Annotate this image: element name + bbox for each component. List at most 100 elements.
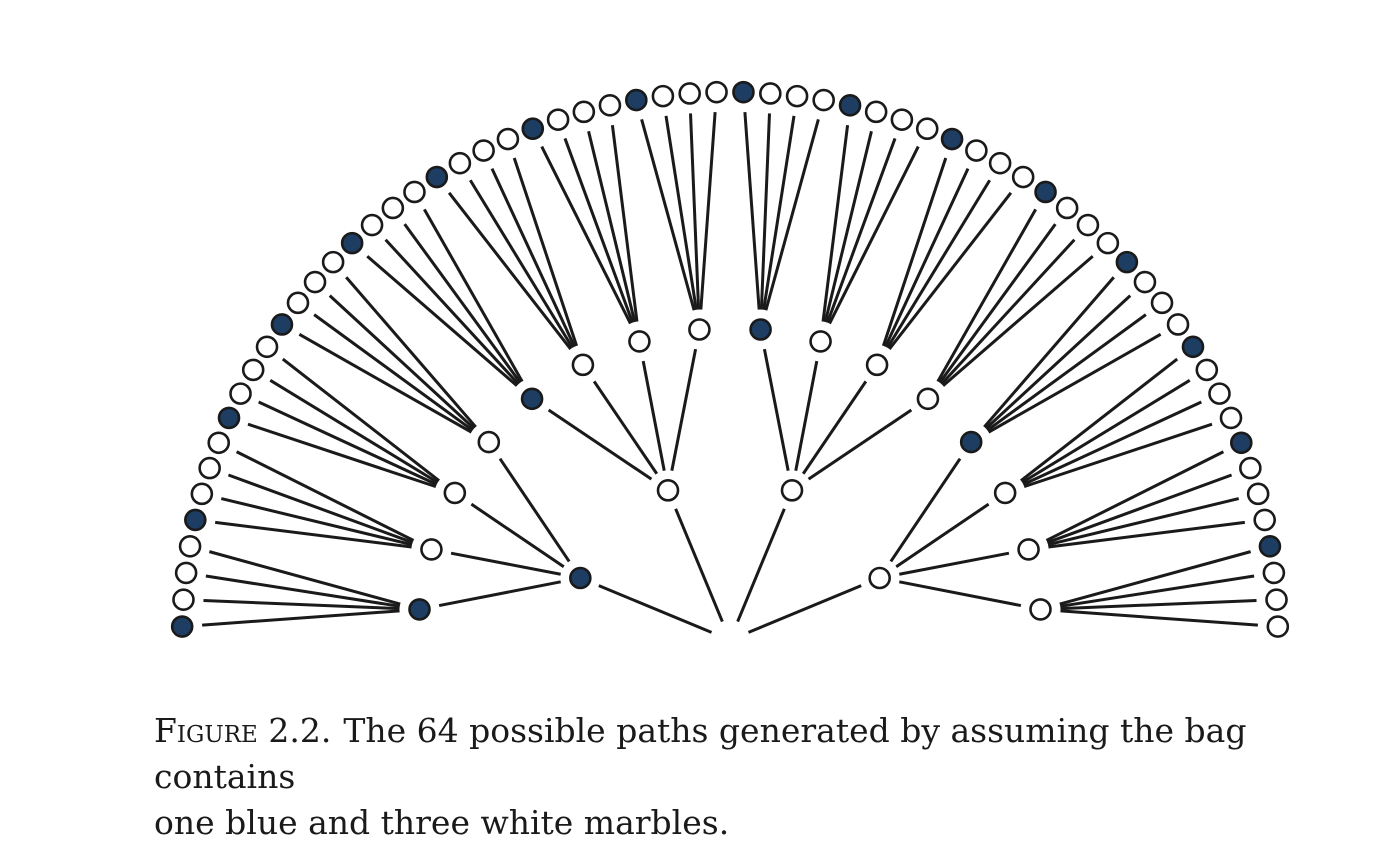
path-line-level-3	[1021, 379, 1191, 484]
path-line-level-2	[641, 360, 666, 471]
white-marble-node	[229, 382, 252, 405]
path-line-level-3	[940, 238, 1076, 386]
white-marble-node	[915, 117, 939, 141]
caption-line-1: The 64 possible paths generated by assum…	[154, 711, 1247, 796]
path-line-level-3	[235, 450, 415, 542]
white-marble-node	[656, 479, 680, 502]
path-line-level-1	[736, 508, 786, 623]
path-line-level-3	[1046, 473, 1233, 544]
path-line-level-3	[610, 124, 639, 322]
white-marble-node	[546, 108, 570, 131]
white-marble-node	[172, 588, 195, 611]
path-line-level-3	[512, 157, 579, 347]
path-line-level-2	[794, 360, 819, 471]
path-line-level-3	[1020, 357, 1179, 482]
white-marble-node	[1262, 561, 1286, 585]
blue-marble-node	[1181, 335, 1205, 359]
path-line-level-3	[938, 223, 1057, 384]
path-line-level-2	[899, 551, 1010, 576]
path-line-level-2	[801, 380, 868, 475]
white-marble-node	[286, 291, 310, 315]
path-line-level-3	[203, 599, 400, 611]
path-line-level-3	[664, 115, 698, 310]
white-marble-node	[890, 108, 914, 131]
path-line-level-3	[384, 238, 520, 386]
path-line-level-3	[269, 379, 439, 484]
path-line-level-3	[403, 223, 522, 384]
blue-marble-node	[940, 127, 964, 151]
path-line-level-2	[889, 457, 962, 563]
white-marble-node	[1029, 598, 1052, 621]
path-line-level-3	[983, 276, 1115, 428]
path-line-level-1	[598, 584, 713, 634]
garden-of-forking-paths-diagram	[170, 80, 1290, 638]
path-line-level-3	[764, 118, 820, 311]
white-marble-node	[1133, 270, 1157, 294]
path-line-level-2	[670, 348, 698, 471]
path-line-level-3	[563, 137, 634, 324]
blue-marble-node	[959, 430, 983, 454]
path-line-level-2	[762, 348, 790, 471]
path-line-level-2	[899, 580, 1022, 608]
white-marble-node	[1208, 382, 1231, 405]
path-line-level-3	[759, 113, 771, 310]
path-line-level-2	[547, 408, 653, 481]
path-line-level-3	[699, 112, 717, 310]
path-line-level-3	[743, 112, 761, 310]
white-marble-node	[420, 538, 443, 561]
blue-marble-node	[340, 231, 364, 255]
white-marble-node	[865, 353, 889, 377]
white-marble-node	[403, 180, 426, 204]
blue-marble-node	[569, 566, 592, 590]
path-line-level-3	[281, 357, 440, 482]
path-line-level-2	[470, 502, 565, 569]
white-marble-node	[190, 482, 214, 506]
path-line-level-3	[1048, 520, 1246, 549]
white-marble-node	[1239, 456, 1262, 480]
path-line-level-1	[747, 584, 862, 634]
path-line-level-3	[366, 255, 518, 387]
white-marble-node	[759, 82, 782, 105]
path-line-level-3	[821, 124, 850, 322]
white-marble-node	[178, 535, 202, 558]
path-line-level-3	[984, 294, 1132, 430]
white-marble-node	[1265, 588, 1288, 611]
path-line-level-3	[490, 168, 576, 348]
path-line-level-3	[1045, 450, 1225, 542]
path-line-level-2	[895, 502, 990, 569]
path-line-level-3	[313, 313, 474, 432]
path-line-level-3	[689, 113, 701, 310]
caption-line-2: one blue and three white marbles.	[154, 803, 730, 842]
path-line-level-3	[258, 400, 438, 486]
path-line-level-3	[1022, 400, 1202, 486]
path-line-level-3	[884, 168, 970, 348]
path-line-level-3	[881, 157, 948, 347]
path-line-level-3	[227, 473, 414, 544]
white-marble-node	[651, 84, 675, 108]
white-marble-node	[688, 318, 711, 341]
white-marble-node	[571, 353, 595, 377]
path-line-level-3	[345, 276, 477, 428]
path-line-level-3	[214, 520, 412, 549]
white-marble-node	[198, 456, 221, 480]
marble-nodes	[170, 80, 1290, 638]
white-marble-node	[572, 100, 596, 124]
white-marble-node	[1076, 213, 1100, 237]
path-line-level-3	[762, 115, 796, 310]
path-lines	[202, 112, 1258, 634]
white-marble-node	[1246, 482, 1270, 506]
white-marble-node	[360, 213, 384, 237]
path-line-level-2	[450, 551, 561, 576]
white-marble-node	[496, 127, 520, 151]
white-marble-node	[303, 270, 327, 294]
white-marble-node	[1266, 615, 1290, 638]
white-marble-node	[1150, 291, 1174, 315]
path-line-level-1	[674, 508, 724, 623]
path-line-level-3	[987, 333, 1162, 434]
blue-marble-node	[521, 117, 545, 141]
path-line-level-3	[1060, 574, 1255, 608]
white-marble-node	[1219, 406, 1243, 430]
white-marble-node	[472, 139, 495, 162]
white-marble-node	[448, 151, 472, 175]
path-line-level-3	[1059, 550, 1252, 606]
